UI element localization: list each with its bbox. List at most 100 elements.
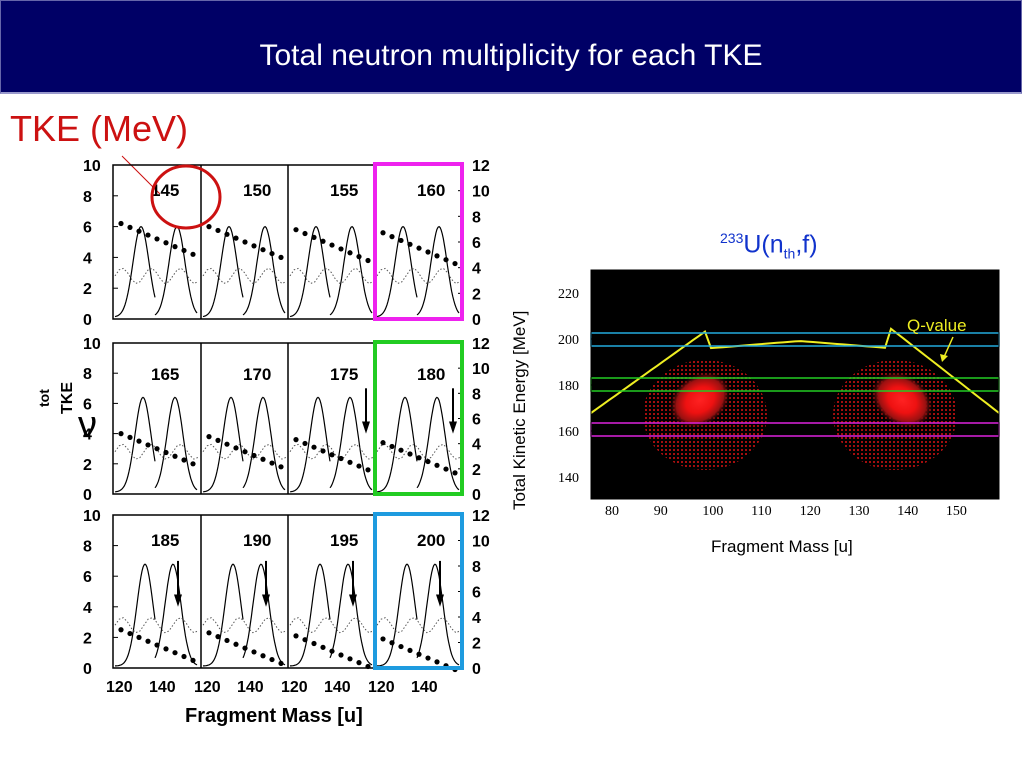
right-y-tick-label: 200 [558, 333, 579, 348]
data-point [389, 234, 395, 240]
data-point [389, 443, 395, 450]
yield-curve [376, 225, 418, 318]
data-point [127, 434, 133, 440]
right-plot-title: 233U(nth,f) [720, 230, 818, 262]
data-point [163, 449, 169, 456]
right-x-tick-label: 140 [897, 504, 918, 519]
highlight-circle-145 [150, 164, 222, 230]
data-point [425, 458, 431, 465]
right-tick-label: 2 [472, 462, 481, 479]
yield-curve [202, 225, 244, 318]
right-tick-label: 8 [472, 559, 481, 576]
tke-annotation-label: TKE (MeV) [10, 108, 189, 149]
right-tick-label: 0 [472, 312, 481, 329]
right-x-tick-label: 130 [849, 504, 870, 519]
data-point [416, 651, 422, 657]
panel-tke-label: 170 [243, 365, 271, 384]
heatmap-density [643, 360, 957, 470]
left-tick-label: 0 [83, 312, 92, 329]
data-point [260, 247, 266, 253]
yield-curve [154, 396, 198, 491]
data-point [190, 461, 196, 467]
x-tick-label: 140 [411, 679, 438, 696]
left-tick-label: 6 [83, 396, 92, 413]
data-point [269, 460, 275, 466]
right-tick-label: 0 [472, 487, 481, 504]
yield-curve [203, 563, 244, 667]
right-x-tick-label: 120 [800, 504, 821, 519]
arrow-marker-head [262, 594, 270, 607]
left-tick-label: 10 [83, 336, 101, 353]
reference-curve [202, 443, 287, 460]
reference-curve [289, 617, 374, 634]
data-point [302, 637, 308, 643]
reference-curve [289, 267, 374, 285]
left-tick-label: 6 [83, 569, 92, 586]
right-tick-label: 10 [472, 184, 490, 201]
right-y-tick-label: 140 [558, 471, 579, 486]
axis-labels: 1086420121086420108642012108642010864201… [83, 158, 490, 696]
panel-tke-label: 155 [330, 181, 358, 200]
data-point [443, 466, 449, 472]
data-point [434, 253, 440, 259]
data-point [233, 445, 239, 451]
panel-tke-label: 175 [330, 365, 358, 384]
data-point [278, 464, 284, 470]
data-point [311, 640, 317, 647]
data-point [329, 452, 335, 458]
data-point [172, 650, 178, 656]
panel-tke-label: 180 [417, 365, 445, 384]
panel-tke-label: 165 [151, 365, 179, 384]
nu-superscript: tot [36, 389, 52, 407]
left-tick-label: 8 [83, 189, 92, 206]
data-point [329, 242, 335, 248]
data-point [224, 231, 230, 237]
data-point [118, 431, 124, 437]
q-value-label: Q-value [907, 316, 967, 335]
data-point [407, 647, 413, 654]
data-point [215, 634, 221, 640]
panel-tke-label: 190 [243, 531, 271, 550]
data-point [398, 643, 404, 650]
data-point [251, 649, 257, 655]
data-point [389, 640, 395, 646]
right-tick-label: 6 [472, 235, 481, 252]
data-point [206, 434, 212, 440]
left-tick-label: 4 [83, 600, 92, 617]
data-point [163, 240, 169, 246]
data-point [278, 660, 284, 667]
data-point [380, 440, 386, 446]
data-point [136, 438, 142, 444]
right-y-tick-label: 180 [558, 379, 579, 394]
arrow-marker-head [174, 594, 182, 607]
data-point [118, 627, 124, 633]
data-point [338, 246, 344, 252]
yield-curve [115, 563, 156, 667]
yield-curve [376, 396, 418, 493]
right-tick-label: 4 [472, 610, 481, 627]
title-bar: Total neutron multiplicity for each TKE [0, 0, 1022, 94]
yield-curve [329, 396, 373, 491]
data-point [329, 648, 335, 654]
right-tick-label: 8 [472, 209, 481, 226]
right-tick-label: 6 [472, 585, 481, 602]
data-point [416, 245, 422, 251]
left-tick-label: 6 [83, 220, 92, 237]
data-point [154, 446, 160, 452]
right-x-tick-label: 110 [751, 504, 771, 519]
right-x-axis-label: Fragment Mass [u] [711, 537, 853, 556]
nu-subscript: TKE [59, 382, 76, 414]
yield-curve [290, 563, 331, 667]
data-point [347, 250, 353, 256]
data-point [251, 243, 257, 249]
data-point [172, 244, 178, 250]
x-tick-label: 120 [368, 679, 395, 696]
reference-curve [202, 267, 287, 285]
yield-curve [377, 563, 418, 667]
data-point [278, 254, 284, 260]
highlight-box-180 [373, 340, 464, 496]
data-point [136, 634, 142, 641]
yield-curve [114, 225, 156, 318]
left-tick-label: 2 [83, 457, 92, 474]
